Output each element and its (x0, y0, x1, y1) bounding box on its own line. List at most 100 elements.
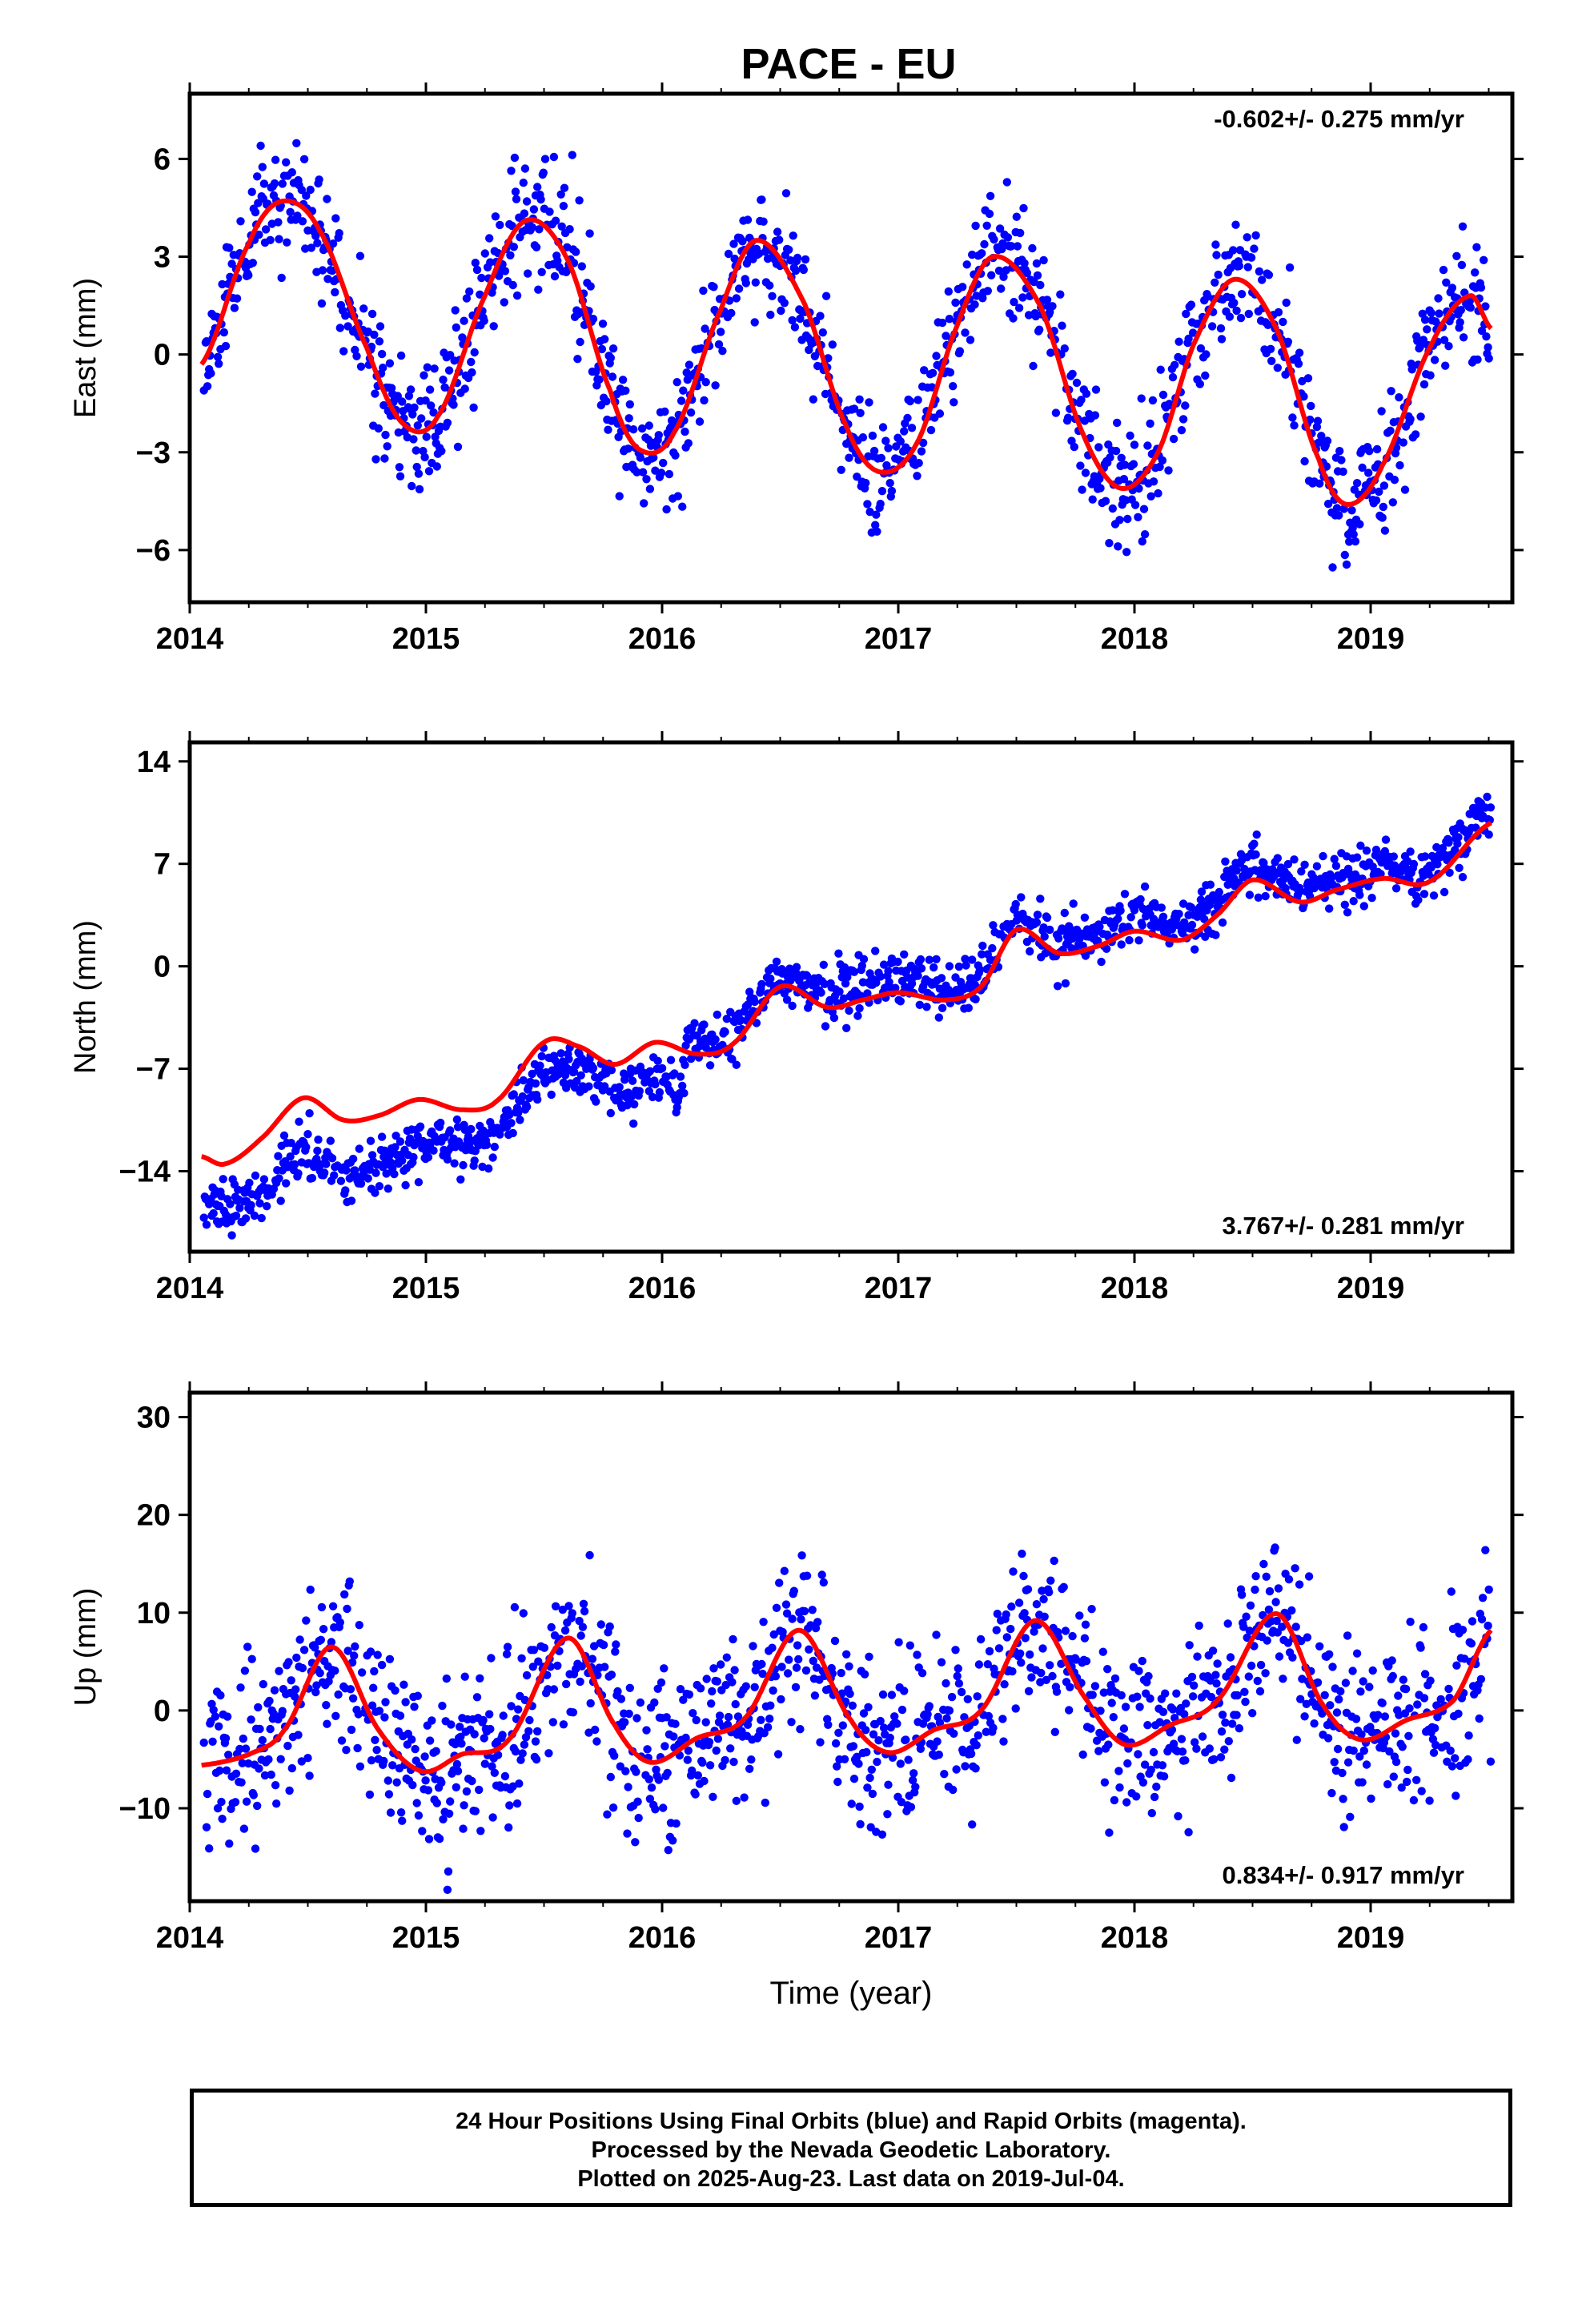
up-data-point (1468, 1617, 1477, 1626)
up-data-point (283, 1741, 292, 1751)
up-data-point (446, 1797, 455, 1806)
east-data-point (1060, 344, 1070, 353)
east-data-point (462, 294, 472, 303)
north-data-point (750, 997, 759, 1007)
up-data-point (1155, 1718, 1164, 1727)
east-data-point (1442, 278, 1451, 287)
east-data-point (786, 256, 795, 265)
north-data-point (1053, 982, 1062, 991)
north-y-tick-label: −7 (136, 1053, 171, 1087)
north-data-point (1197, 887, 1207, 896)
up-data-point (1213, 1659, 1222, 1668)
east-data-point (1375, 487, 1383, 497)
north-data-point (1250, 839, 1259, 848)
footer-line-1: 24 Hour Positions Using Final Orbits (bl… (456, 2109, 1247, 2134)
east-data-point (1285, 263, 1295, 272)
east-data-point (644, 421, 653, 430)
east-data-point (1184, 334, 1193, 344)
up-data-point (343, 1604, 351, 1614)
east-data-point (1419, 380, 1429, 389)
east-y-tick-label: −6 (136, 534, 171, 568)
up-data-point (1478, 1594, 1488, 1602)
up-data-point (702, 1675, 711, 1683)
up-data-point (1185, 1641, 1194, 1650)
up-data-point (544, 1685, 552, 1694)
up-data-point (683, 1755, 692, 1764)
up-data-point (793, 1641, 802, 1650)
east-data-point (1091, 385, 1101, 394)
up-data-point (1123, 1759, 1132, 1768)
up-data-point (1150, 1792, 1159, 1802)
up-data-point (525, 1715, 534, 1725)
north-data-point (1120, 890, 1130, 899)
up-data-point (877, 1830, 887, 1839)
up-data-point (853, 1752, 861, 1761)
north-data-point (336, 1176, 346, 1185)
east-data-point (468, 368, 476, 377)
up-data-point (529, 1646, 539, 1655)
north-data-point (199, 1213, 208, 1222)
east-data-point (1195, 380, 1205, 388)
north-data-point (484, 1164, 493, 1173)
east-data-point (331, 214, 340, 223)
up-data-point (600, 1663, 609, 1671)
up-data-point (243, 1642, 252, 1651)
up-data-point (319, 1625, 328, 1634)
up-data-point (1464, 1731, 1473, 1740)
up-data-point (652, 1765, 661, 1774)
east-data-point (424, 467, 434, 476)
north-data-point (1232, 866, 1241, 875)
north-data-point (1409, 859, 1419, 869)
east-data-point (1029, 361, 1038, 371)
east-data-point (649, 453, 658, 462)
east-data-point (379, 400, 388, 410)
east-data-point (985, 209, 994, 219)
up-data-point (1144, 1671, 1153, 1681)
north-data-point (1439, 887, 1449, 897)
east-data-point (903, 413, 912, 423)
east-data-point (678, 502, 687, 511)
up-data-point (1002, 1633, 1012, 1642)
up-y-tick-label: 20 (137, 1499, 171, 1533)
up-data-point (1398, 1743, 1407, 1751)
east-data-point (1196, 344, 1206, 353)
east-data-point (598, 320, 608, 328)
up-data-point (425, 1736, 435, 1745)
east-data-point (1290, 421, 1299, 430)
east-data-point (1138, 537, 1147, 546)
north-data-point (1362, 846, 1371, 855)
up-data-point (1026, 1650, 1034, 1659)
up-data-point (916, 1744, 926, 1753)
up-data-point (833, 1777, 842, 1787)
up-data-point (796, 1725, 805, 1734)
east-data-point (700, 396, 709, 405)
up-data-point (347, 1658, 357, 1667)
east-data-point (1123, 514, 1132, 524)
north-data-point (1261, 891, 1270, 901)
east-data-point (1090, 411, 1100, 420)
up-data-point (211, 1712, 220, 1721)
east-data-point (1168, 372, 1178, 382)
up-data-point (306, 1585, 315, 1594)
up-data-point (849, 1742, 858, 1751)
north-data-point (391, 1132, 400, 1140)
east-data-point (1423, 325, 1431, 334)
up-data-point (1216, 1753, 1226, 1762)
up-data-point (897, 1798, 906, 1807)
north-data-point (648, 1092, 657, 1102)
east-data-point (500, 298, 508, 307)
north-data-point (401, 1180, 410, 1190)
up-data-point (515, 1779, 524, 1788)
up-data-point (1114, 1767, 1123, 1775)
east-data-point (1355, 520, 1364, 529)
north-data-point (347, 1196, 356, 1205)
east-data-point (251, 207, 260, 217)
up-data-point (1048, 1671, 1057, 1681)
east-data-point (604, 425, 612, 434)
up-data-point (503, 1642, 512, 1651)
east-data-point (371, 455, 380, 464)
east-data-point (681, 427, 689, 436)
north-data-point (728, 1055, 737, 1063)
up-data-point (1417, 1787, 1426, 1795)
north-data-point (964, 1003, 974, 1012)
